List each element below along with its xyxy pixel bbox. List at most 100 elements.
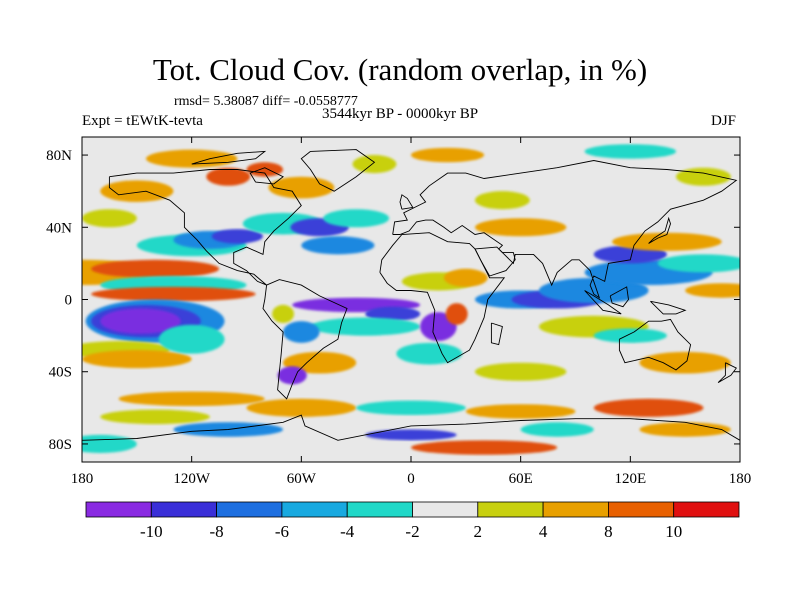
coastline bbox=[82, 414, 740, 441]
lon-tick-label: 180 bbox=[71, 471, 94, 487]
lon-tick-label: 120W bbox=[173, 471, 211, 487]
colorbar-label: -2 bbox=[405, 522, 419, 541]
lat-tick-label: 80S bbox=[49, 437, 72, 453]
anomaly-region bbox=[145, 149, 238, 168]
coastline bbox=[650, 300, 687, 315]
colorbar-label: 10 bbox=[665, 522, 682, 541]
anomaly-region bbox=[310, 317, 421, 336]
anomaly-region bbox=[685, 283, 740, 298]
coastline bbox=[300, 149, 376, 192]
anomaly-region bbox=[158, 324, 225, 354]
lon-tick-label: 120E bbox=[614, 471, 646, 487]
colorbar-swatch bbox=[85, 501, 152, 518]
anomaly-region bbox=[411, 440, 558, 455]
coastline bbox=[584, 290, 622, 315]
anomaly-region bbox=[100, 180, 174, 203]
anomaly-region bbox=[365, 306, 421, 322]
anomaly-region bbox=[445, 303, 468, 325]
lon-tick-label: 60E bbox=[509, 471, 533, 487]
anomaly-region bbox=[91, 259, 220, 278]
colorbar-swatch bbox=[673, 501, 740, 518]
time-period-label: 3544kyr BP - 0000kyr BP bbox=[322, 106, 479, 122]
colorbar-label: 4 bbox=[539, 522, 548, 541]
colorbar-swatch bbox=[477, 501, 544, 518]
colorbar-swatch bbox=[608, 501, 675, 518]
anomaly-region bbox=[676, 167, 731, 186]
colorbar-label: -6 bbox=[275, 522, 289, 541]
lon-tick-label: 180 bbox=[729, 471, 752, 487]
anomaly-region bbox=[82, 350, 192, 369]
anomaly-region bbox=[593, 398, 704, 417]
coastline bbox=[717, 362, 737, 383]
anomaly-region bbox=[639, 422, 731, 437]
colorbar-label: -4 bbox=[340, 522, 355, 541]
colorbar-swatch bbox=[216, 501, 283, 518]
lat-tick-label: 40S bbox=[49, 365, 72, 381]
anomaly-region bbox=[538, 277, 649, 304]
anomaly-region bbox=[465, 404, 576, 419]
anomaly-region bbox=[443, 268, 488, 287]
coastline bbox=[474, 246, 516, 277]
coastline bbox=[108, 169, 302, 286]
colorbar-label: -8 bbox=[210, 522, 224, 541]
anomaly-region bbox=[612, 232, 722, 251]
colorbar-swatch bbox=[281, 501, 348, 518]
coastline bbox=[618, 318, 692, 371]
anomaly-region bbox=[277, 366, 307, 385]
anomaly-region bbox=[268, 176, 335, 199]
statistics-text: rmsd= 5.38087 diff= -0.0558777 bbox=[174, 94, 358, 109]
anomaly-region bbox=[82, 434, 137, 453]
anomaly-region bbox=[301, 236, 375, 255]
lat-tick-label: 40N bbox=[46, 220, 72, 236]
anomaly-region bbox=[657, 254, 740, 273]
coastline bbox=[399, 194, 414, 210]
anomaly-region bbox=[246, 162, 284, 177]
anomaly-region bbox=[365, 429, 457, 441]
anomaly-region bbox=[246, 398, 357, 417]
colorbar-label: -10 bbox=[140, 522, 163, 541]
anomaly-region bbox=[584, 144, 677, 159]
plot-title: Tot. Cloud Cov. (random overlap, in %) bbox=[152, 52, 648, 87]
anomaly-region bbox=[474, 362, 567, 381]
anomaly-region bbox=[323, 209, 390, 228]
coastline bbox=[379, 232, 506, 364]
anomaly-region bbox=[206, 167, 251, 186]
colorbar-swatch bbox=[150, 501, 218, 518]
anomaly-region bbox=[356, 400, 466, 416]
colorbar-swatch bbox=[346, 501, 413, 518]
anomaly-region bbox=[118, 391, 265, 407]
coastline bbox=[609, 286, 629, 308]
lon-tick-label: 0 bbox=[407, 471, 415, 487]
colorbar-swatch bbox=[412, 501, 479, 518]
anomaly-region bbox=[91, 286, 256, 302]
coastline bbox=[490, 322, 503, 346]
anomaly-region bbox=[211, 229, 263, 244]
colorbar bbox=[85, 501, 740, 518]
anomaly-region bbox=[474, 191, 530, 210]
lat-tick-label: 80N bbox=[46, 148, 72, 164]
colorbar-label: 2 bbox=[474, 522, 483, 541]
lat-tick-label: 0 bbox=[65, 293, 73, 309]
anomaly-region bbox=[283, 321, 320, 343]
anomaly-field bbox=[82, 137, 740, 462]
anomaly-region bbox=[82, 209, 137, 228]
season-label: DJF bbox=[711, 113, 737, 129]
coastline bbox=[191, 150, 267, 165]
anomaly-region bbox=[474, 218, 567, 237]
lon-tick-label: 60W bbox=[287, 471, 317, 487]
anomaly-region bbox=[272, 304, 295, 323]
anomaly-region bbox=[520, 422, 594, 437]
anomaly-region bbox=[100, 308, 181, 334]
anomaly-region bbox=[593, 328, 667, 343]
coastline bbox=[392, 160, 738, 299]
anomaly-region bbox=[411, 147, 485, 163]
coastline bbox=[249, 167, 284, 185]
experiment-label: Expt = tEWtK-tevta bbox=[82, 113, 203, 129]
anomaly-region bbox=[396, 342, 463, 365]
coastline bbox=[262, 279, 348, 400]
colorbar-label: 8 bbox=[604, 522, 613, 541]
anomaly-region bbox=[100, 409, 210, 425]
anomaly-region bbox=[352, 155, 397, 174]
colorbar-swatch bbox=[542, 501, 609, 518]
